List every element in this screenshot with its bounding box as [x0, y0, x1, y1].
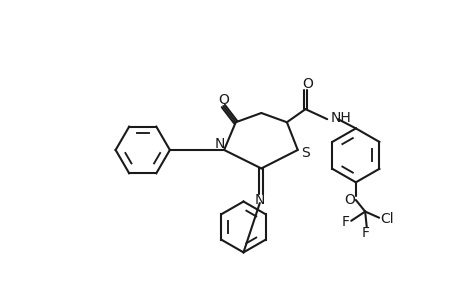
Text: N: N [215, 137, 225, 151]
Text: S: S [301, 146, 309, 160]
Text: Cl: Cl [379, 212, 393, 226]
Text: F: F [341, 215, 349, 229]
Text: NH: NH [330, 111, 351, 124]
Text: O: O [343, 193, 354, 207]
Text: F: F [360, 226, 369, 240]
Text: O: O [218, 93, 228, 107]
Text: N: N [254, 193, 264, 207]
Text: O: O [302, 77, 313, 91]
